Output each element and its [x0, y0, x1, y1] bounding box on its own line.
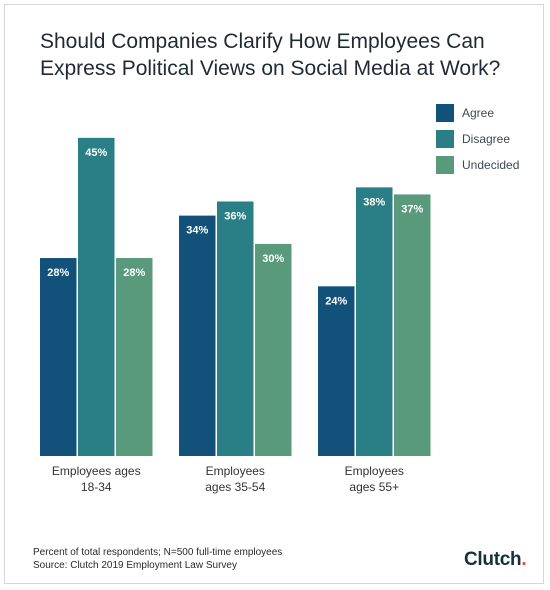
- category-label-1-line-1: Employees ages: [52, 464, 141, 478]
- data-label-agree-1: 28%: [47, 267, 69, 279]
- data-label-disagree-1: 45%: [85, 147, 107, 159]
- bar-agree-1: [40, 258, 77, 456]
- legend-label-undecided: Undecided: [462, 158, 519, 172]
- footnote-source: Source: Clutch 2019 Employment Law Surve…: [33, 560, 237, 571]
- category-label-3-line-1: Employees: [345, 464, 404, 478]
- legend-swatch-undecided: [436, 156, 454, 174]
- bar-undecided-2: [255, 243, 292, 456]
- data-label-undecided-1: 28%: [123, 267, 145, 279]
- category-label-2-line-2: ages 35-54: [205, 480, 265, 494]
- data-label-undecided-2: 30%: [262, 253, 284, 265]
- category-label-1-line-2: 18-34: [81, 480, 112, 494]
- bar-disagree-1: [78, 137, 115, 456]
- category-label-3-line-2: ages 55+: [349, 480, 399, 494]
- data-label-undecided-3: 37%: [401, 203, 423, 215]
- bar-undecided-3: [394, 194, 431, 456]
- bar-disagree-2: [217, 201, 254, 456]
- data-label-disagree-2: 36%: [224, 210, 246, 222]
- legend-label-agree: Agree: [462, 106, 494, 120]
- legend-label-disagree: Disagree: [462, 132, 510, 146]
- chart-title: Should Companies Clarify How Employees C…: [40, 30, 501, 80]
- footnote-sample: Percent of total respondents; N=500 full…: [33, 547, 283, 558]
- legend-swatch-agree: [436, 104, 454, 122]
- bar-undecided-1: [116, 258, 153, 456]
- legend-swatch-disagree: [436, 130, 454, 148]
- bar-agree-3: [318, 286, 355, 456]
- data-label-disagree-3: 38%: [363, 196, 385, 208]
- data-label-agree-2: 34%: [186, 225, 208, 237]
- category-label-2-line-1: Employees: [206, 464, 265, 478]
- bar-agree-2: [179, 215, 216, 456]
- data-label-agree-3: 24%: [325, 295, 347, 307]
- bar-disagree-3: [356, 187, 393, 456]
- clutch-logo: Clutch.: [464, 549, 527, 570]
